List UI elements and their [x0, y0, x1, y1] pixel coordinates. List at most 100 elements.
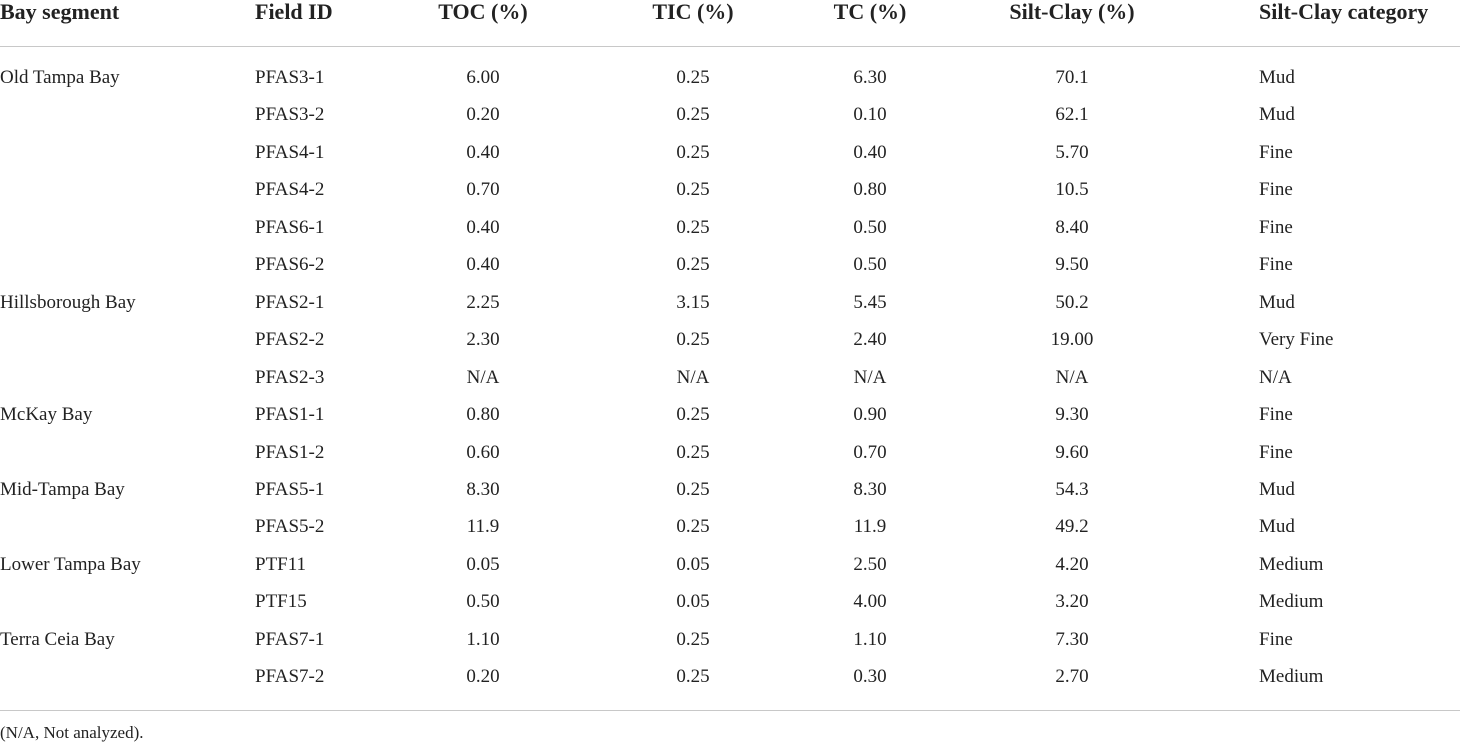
table-cell: Medium	[1259, 553, 1324, 575]
table-cell: 0.80	[466, 404, 500, 426]
table-cell: Very Fine	[1259, 329, 1334, 351]
table-cell: 0.25	[676, 67, 710, 88]
table-cell: 0.60	[466, 441, 500, 463]
table-cell: 4.20	[1055, 553, 1089, 575]
column-header: TOC (%)	[438, 0, 528, 24]
table-cell: N/A	[1055, 366, 1089, 388]
table-cell: PFAS1-2	[255, 441, 325, 463]
table-cell: 0.20	[466, 104, 500, 126]
table-cell: 5.45	[853, 291, 887, 313]
table-cell: 0.25	[676, 216, 710, 238]
table-cell: PFAS2-2	[255, 329, 325, 351]
table-cell: 70.1	[1055, 67, 1089, 88]
table-cell: Fine	[1259, 141, 1293, 163]
bay-segment: Hillsborough Bay	[0, 291, 136, 313]
table-cell: 0.25	[676, 516, 710, 538]
column-header: TIC (%)	[652, 0, 734, 24]
table-cell: PFAS3-2	[255, 104, 325, 126]
table-cell: 8.40	[1055, 216, 1089, 238]
table-cell: 6.30	[853, 67, 887, 88]
table-cell: 11.9	[466, 516, 500, 538]
table-cell: Fine	[1259, 254, 1293, 276]
table-cell: Mud	[1259, 291, 1295, 313]
footnote: (N/A, Not analyzed).	[0, 723, 144, 742]
table-cell: 6.00	[466, 67, 500, 88]
table-cell: 19.00	[1050, 329, 1094, 351]
table-cell: 8.30	[466, 478, 500, 500]
column-header: Bay segment	[0, 0, 120, 24]
bay-segment: Terra Ceia Bay	[0, 628, 115, 650]
table-cell: Mud	[1259, 67, 1295, 88]
table-cell: Fine	[1259, 179, 1293, 201]
table-cell: 0.50	[853, 254, 887, 276]
table-cell: 0.25	[676, 628, 710, 650]
table-cell: Fine	[1259, 441, 1293, 463]
table-cell: Fine	[1259, 628, 1293, 650]
table-cell: 3.15	[676, 291, 710, 313]
table-cell: 2.30	[466, 329, 500, 351]
table-cell: 10.5	[1055, 179, 1089, 201]
table-cell: 0.20	[466, 666, 500, 688]
table-cell: 8.30	[853, 478, 887, 500]
table-cell: N/A	[853, 366, 887, 388]
table-cell: PTF11	[255, 553, 307, 575]
table-cell: PFAS5-2	[255, 516, 325, 538]
table-cell: 62.1	[1055, 104, 1089, 126]
table-cell: 0.25	[676, 141, 710, 163]
table-cell: 9.50	[1055, 254, 1089, 276]
header-rule	[0, 46, 1460, 47]
bottom-rule	[0, 710, 1460, 711]
bay-segment: McKay Bay	[0, 404, 93, 426]
table-cell: PFAS1-1	[255, 404, 325, 426]
table-cell: PFAS2-3	[255, 366, 325, 388]
bay-segment: Mid-Tampa Bay	[0, 478, 125, 500]
table-cell: 11.9	[853, 516, 887, 538]
column-header: Silt-Clay category	[1259, 0, 1429, 24]
column-header: Field ID	[255, 0, 333, 24]
table-cell: 0.70	[466, 179, 500, 201]
table-cell: PFAS7-2	[255, 666, 325, 688]
table-cell: 50.2	[1055, 291, 1089, 313]
table-cell: 0.80	[853, 179, 887, 201]
table-cell: Mud	[1259, 478, 1295, 500]
table-cell: 0.05	[676, 591, 710, 613]
table-cell: 0.25	[676, 666, 710, 688]
table-cell: 5.70	[1055, 141, 1089, 163]
table-cell: PFAS4-1	[255, 141, 325, 163]
table-cell: 4.00	[853, 591, 887, 613]
table-cell: 0.50	[853, 216, 887, 238]
table-cell: PTF15	[255, 591, 307, 613]
bay-segment: Old Tampa Bay	[0, 67, 120, 88]
bay-segment: Lower Tampa Bay	[0, 553, 141, 575]
table-cell: 3.20	[1055, 591, 1089, 613]
table-cell: 0.40	[466, 254, 500, 276]
table-cell: 2.70	[1055, 666, 1089, 688]
table-cell: 0.25	[676, 329, 710, 351]
column-header: TC (%)	[833, 0, 907, 24]
table-cell: PFAS7-1	[255, 628, 325, 650]
table-cell: 1.10	[466, 628, 500, 650]
table-cell: PFAS4-2	[255, 179, 325, 201]
table-cell: 0.25	[676, 404, 710, 426]
table-cell: 0.25	[676, 441, 710, 463]
table-cell: 0.50	[466, 591, 500, 613]
table-cell: 1.10	[853, 628, 887, 650]
table-cell: 0.05	[466, 553, 500, 575]
table-cell: 0.10	[853, 104, 887, 126]
table-cell: PFAS6-1	[255, 216, 325, 238]
table-cell: 0.25	[676, 104, 710, 126]
table-cell: Fine	[1259, 404, 1293, 426]
table-cell: 49.2	[1055, 516, 1089, 538]
column-header: Silt-Clay (%)	[1009, 0, 1135, 24]
table-cell: 0.40	[853, 141, 887, 163]
table-cell: 9.30	[1055, 404, 1089, 426]
table-cell: Mud	[1259, 104, 1295, 126]
table-cell: 54.3	[1055, 478, 1089, 500]
table-cell: N/A	[1259, 366, 1292, 388]
table-cell: 2.25	[466, 291, 500, 313]
table-cell: PFAS2-1	[255, 291, 325, 313]
table-cell: 0.25	[676, 179, 710, 201]
table-cell: Fine	[1259, 216, 1293, 238]
table-cell: PFAS3-1	[255, 67, 325, 88]
table-cell: 0.25	[676, 254, 710, 276]
